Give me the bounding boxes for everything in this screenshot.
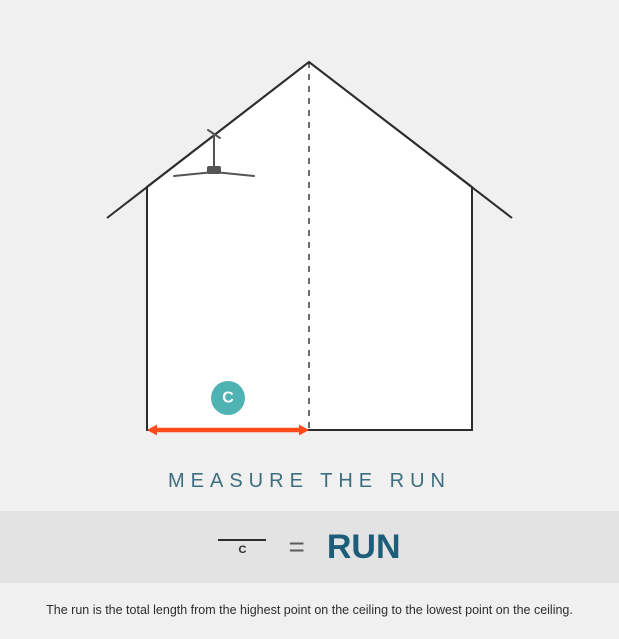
run-badge-label: C: [222, 390, 234, 407]
caption-text: The run is the total length from the hig…: [0, 583, 619, 617]
diagram-area: C: [0, 0, 619, 460]
formula-blank: C: [218, 539, 266, 556]
formula-result: RUN: [327, 528, 401, 567]
blank-line: [218, 539, 266, 541]
equals-sign: =: [288, 531, 304, 563]
section-title: MEASURE THE RUN: [0, 460, 619, 511]
house-diagram: C: [0, 0, 619, 460]
blank-subscript: C: [239, 545, 247, 556]
formula-band: C = RUN: [0, 511, 619, 583]
